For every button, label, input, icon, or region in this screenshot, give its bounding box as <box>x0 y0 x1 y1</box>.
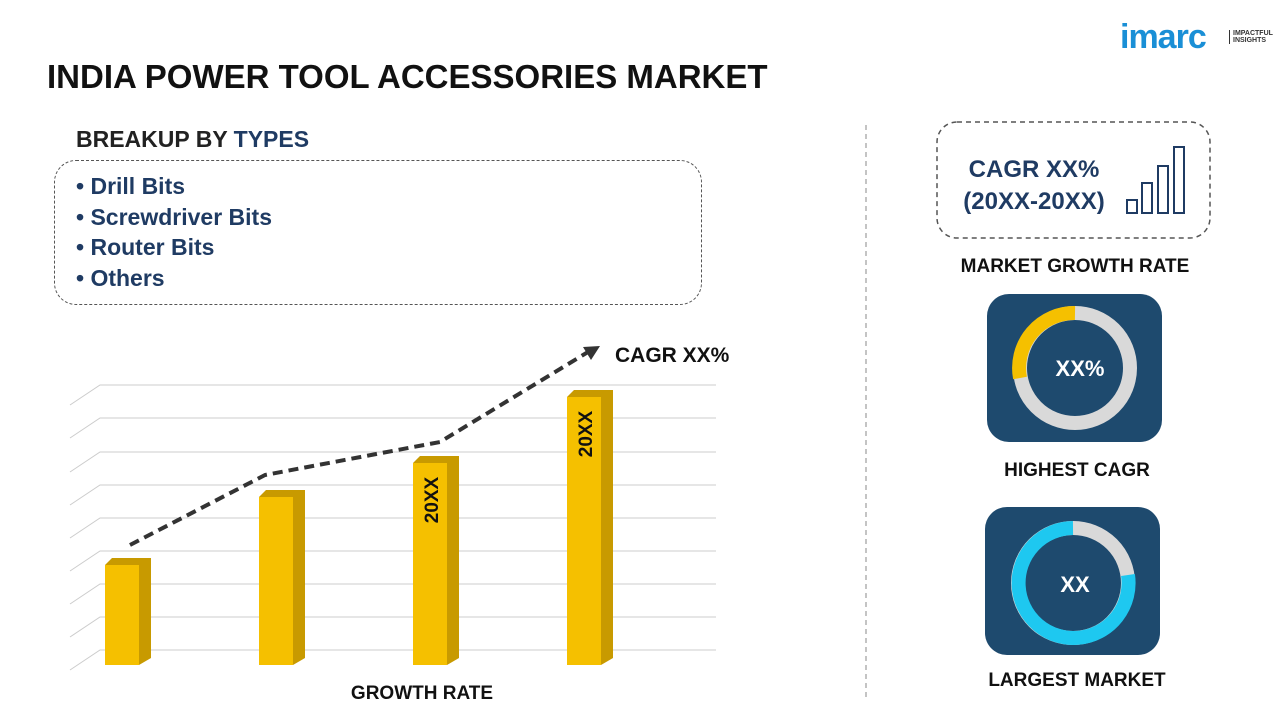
growth-box <box>936 121 1211 239</box>
trend-label: CAGR XX% <box>615 344 730 367</box>
logo-brand: imarc <box>1120 18 1207 56</box>
highest-caption: HIGHEST CAGR <box>1004 460 1150 481</box>
bar-label: 20XX <box>422 476 443 523</box>
growth-period: (20XX-20XX) <box>963 188 1104 215</box>
item: Screwdriver Bits <box>76 202 272 233</box>
bar <box>105 565 139 665</box>
largest-caption: LARGEST MARKET <box>988 670 1166 691</box>
axis-label: GROWTH RATE <box>351 683 493 704</box>
grid-lines <box>69 384 716 671</box>
bar <box>567 397 601 665</box>
bar <box>413 463 447 665</box>
title: INDIA POWER TOOL ACCESSORIES MARKET <box>47 58 768 95</box>
grid <box>69 384 716 671</box>
largest-value: XX <box>1060 572 1090 597</box>
growth-cagr: CAGR XX% <box>969 156 1100 183</box>
trend-line <box>129 350 590 547</box>
bar-label: 20XX <box>576 410 597 457</box>
item: Others <box>76 263 272 294</box>
item: Drill Bits <box>76 171 272 202</box>
logo-tagline: IMPACTFUL INSIGHTS <box>1229 30 1279 44</box>
breakup-label: BREAKUP BY <box>76 126 228 152</box>
breakup-heading: BREAKUP BY TYPES <box>76 126 309 153</box>
bars <box>105 390 613 665</box>
item: Router Bits <box>76 232 272 263</box>
bar <box>259 497 293 665</box>
items-list: Drill Bits Screwdriver Bits Router Bits … <box>76 171 272 293</box>
trend-arrow <box>583 346 600 360</box>
highest-arc <box>1012 305 1076 380</box>
growth-icon <box>1126 146 1185 214</box>
largest-arc <box>1011 521 1136 645</box>
highest-value: XX% <box>1056 356 1105 381</box>
breakup-highlight: TYPES <box>233 126 310 152</box>
growth-caption: MARKET GROWTH RATE <box>961 256 1190 277</box>
items-box <box>54 160 702 305</box>
